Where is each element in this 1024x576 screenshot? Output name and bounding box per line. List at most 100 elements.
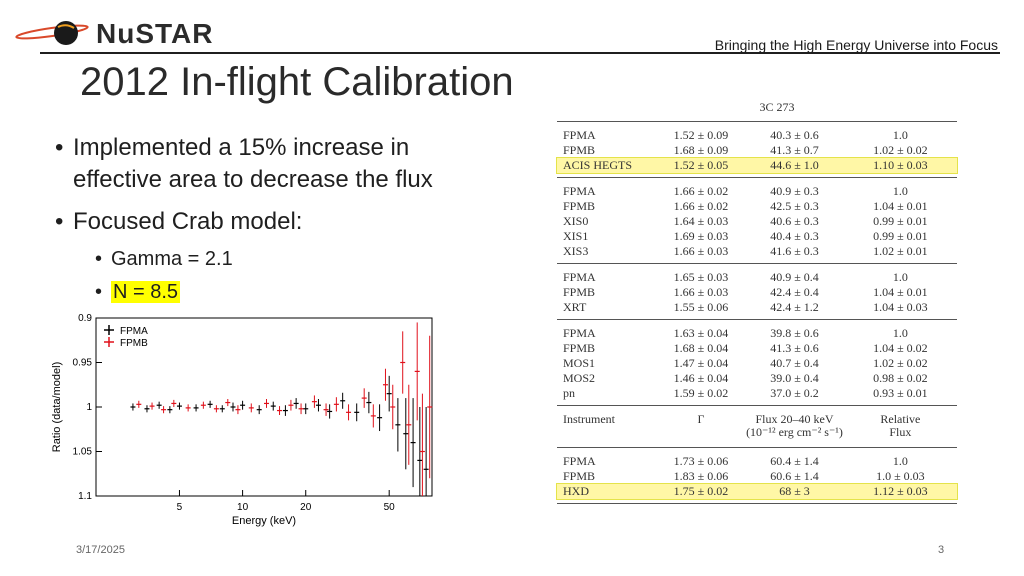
table-cell: 1.75 ± 0.02: [673, 484, 729, 498]
table-cell: 1.04 ± 0.01: [873, 285, 928, 299]
sub-bullet-2: • N = 8.5: [95, 281, 181, 303]
bullet-2-text: Focused Crab model:: [73, 208, 303, 235]
col-gamma: Γ: [697, 412, 705, 426]
table-cell: 40.6 ± 0.3: [770, 214, 819, 228]
table-cell: FPMA: [563, 184, 596, 198]
table-cell: 39.8 ± 0.6: [770, 326, 819, 340]
y-tick-label: 1: [86, 402, 92, 413]
y-tick-label: 0.9: [78, 313, 92, 324]
x-tick-label: 20: [300, 502, 312, 513]
col-relative: Relative: [880, 412, 921, 426]
table-cell: 1.02 ± 0.01: [873, 244, 928, 258]
nustar-logo: [15, 21, 89, 45]
table-rule: [557, 503, 957, 504]
table-row: FPMB 1.66 ± 0.02 42.5 ± 0.3 1.04 ± 0.01: [557, 199, 957, 214]
table-cell: 68 ± 3: [779, 484, 810, 498]
sub-bullet-2-text: N = 8.5: [111, 281, 181, 303]
table-cell: 39.0 ± 0.4: [770, 371, 819, 385]
table-cell: 1.68 ± 0.09: [673, 143, 729, 157]
table-source-title: 3C 273: [759, 100, 795, 114]
table-rule: [557, 121, 957, 122]
legend-label: FPMA: [120, 326, 148, 337]
table-cell: 1.66 ± 0.02: [673, 199, 729, 213]
table-row: FPMA 1.52 ± 0.09 40.3 ± 0.6 1.0: [557, 128, 957, 143]
table-cell: HXD: [563, 484, 589, 498]
table-cell: 1.0: [892, 270, 908, 284]
planet-ring-icon: [15, 24, 89, 40]
table-cell: FPMA: [563, 270, 596, 284]
sub-bullet-1: • Gamma = 2.1: [95, 248, 233, 270]
table-row: MOS1 1.47 ± 0.04 40.7 ± 0.4 1.02 ± 0.02: [557, 356, 957, 371]
table-cell: 1.68 ± 0.04: [673, 341, 729, 355]
x-axis-label: Energy (keV): [232, 515, 296, 527]
col-flux-units: (10⁻¹² erg cm⁻² s⁻¹): [746, 425, 843, 439]
table-cell: 60.4 ± 1.4: [770, 454, 819, 468]
table-row: XIS3 1.66 ± 0.03 41.6 ± 0.3 1.02 ± 0.01: [557, 244, 957, 259]
table-cell: 1.64 ± 0.03: [673, 214, 729, 228]
x-tick-label: 10: [237, 502, 249, 513]
table-row: XIS1 1.69 ± 0.03 40.4 ± 0.3 0.99 ± 0.01: [557, 229, 957, 244]
table-cell: 1.66 ± 0.02: [673, 184, 729, 198]
table-cell: 40.7 ± 0.4: [770, 356, 819, 370]
footer-date: 3/17/2025: [76, 544, 125, 556]
table-cell: 1.55 ± 0.06: [673, 300, 729, 314]
table-row: ACIS HEGTS 1.52 ± 0.05 44.6 ± 1.0 1.10 ± 0.…: [556, 157, 958, 174]
sub-bullet-1-text: Gamma = 2.1: [111, 248, 233, 270]
table-cell: 1.69 ± 0.03: [673, 229, 729, 243]
table-cell: 1.12 ± 0.03: [873, 484, 928, 498]
table-cell: XIS3: [563, 244, 589, 258]
table-cell: 41.3 ± 0.7: [770, 143, 819, 157]
table-row: FPMA 1.66 ± 0.02 40.9 ± 0.3 1.0: [557, 184, 957, 199]
table-rule: [557, 447, 957, 448]
table-row: pn 1.59 ± 0.02 37.0 ± 0.2 0.93 ± 0.01: [557, 386, 957, 401]
table-cell: 1.0: [892, 184, 908, 198]
col-flux: Flux 20–40 keV: [755, 412, 834, 426]
table-last-group: FPMA 1.73 ± 0.06 60.4 ± 1.4 1.0 FPMB 1.83 ± 0…: [556, 454, 958, 500]
table-row: FPMA 1.73 ± 0.06 60.4 ± 1.4 1.0: [557, 454, 957, 469]
page-number: 3: [938, 544, 945, 556]
table-cell: FPMB: [563, 143, 596, 157]
table-row: FPMB 1.68 ± 0.04 41.3 ± 0.6 1.04 ± 0.02: [557, 341, 957, 356]
table-row: XRT 1.55 ± 0.06 42.4 ± 1.2 1.04 ± 0.03: [557, 300, 957, 315]
table-cell: 1.0: [892, 454, 908, 468]
table-cell: 1.02 ± 0.02: [873, 143, 928, 157]
table-row: HXD 1.75 ± 0.02 68 ± 3 1.12 ± 0.03: [556, 483, 958, 500]
logo-text: NuSTAR: [96, 18, 214, 49]
table-cell: 0.99 ± 0.01: [873, 214, 928, 228]
table-cell: FPMB: [563, 469, 596, 483]
table-row: FPMB 1.83 ± 0.06 60.6 ± 1.4 1.0 ± 0.03: [557, 469, 957, 484]
table-cell: FPMA: [563, 326, 596, 340]
table-cell: 0.99 ± 0.01: [873, 229, 928, 243]
table-cell: 1.04 ± 0.01: [873, 199, 928, 213]
tagline: Bringing the High Energy Universe into F…: [714, 37, 998, 53]
y-tick-label: 1.1: [78, 491, 92, 502]
table-column-headers: Instrument Γ Flux 20–40 keV Relative (10…: [557, 412, 957, 443]
table-cell: FPMA: [563, 128, 596, 142]
table-row: FPMB 1.68 ± 0.09 41.3 ± 0.7 1.02 ± 0.02: [557, 143, 957, 158]
table-row: MOS2 1.46 ± 0.04 39.0 ± 0.4 0.98 ± 0.02: [557, 371, 957, 386]
col-relative-sub: Flux: [889, 425, 912, 439]
table-cell: 1.66 ± 0.03: [673, 285, 729, 299]
table-rule: [557, 177, 957, 178]
table-cell: 1.52 ± 0.05: [673, 158, 729, 172]
table-cell: 1.47 ± 0.04: [673, 356, 729, 370]
table-cell: FPMB: [563, 285, 596, 299]
table-cell: 1.02 ± 0.02: [873, 356, 928, 370]
table-cell: XIS0: [563, 214, 589, 228]
table-row: FPMA 1.65 ± 0.03 40.9 ± 0.4 1.0: [557, 270, 957, 285]
table-rule: [557, 405, 957, 406]
table-cell: XRT: [563, 300, 587, 314]
table-cell: 1.52 ± 0.09: [673, 128, 729, 142]
table-cell: ACIS HEGTS: [563, 158, 633, 172]
table-cell: FPMB: [563, 341, 596, 355]
bullet-1: • Implemented a 15% increase in effective…: [55, 134, 433, 193]
table-cell: pn: [563, 386, 575, 400]
table-cell: 1.83 ± 0.06: [673, 469, 729, 483]
table-cell: 0.93 ± 0.01: [873, 386, 928, 400]
table-cell: 41.6 ± 0.3: [770, 244, 819, 258]
slide-title: 2012 In-flight Calibration: [80, 60, 514, 104]
bullet-1-text: Implemented a 15% increase in effective …: [73, 134, 433, 193]
table-cell: 40.9 ± 0.4: [770, 270, 819, 284]
table-cell: 1.0: [892, 326, 908, 340]
table-cell: 42.4 ± 1.2: [770, 300, 819, 314]
